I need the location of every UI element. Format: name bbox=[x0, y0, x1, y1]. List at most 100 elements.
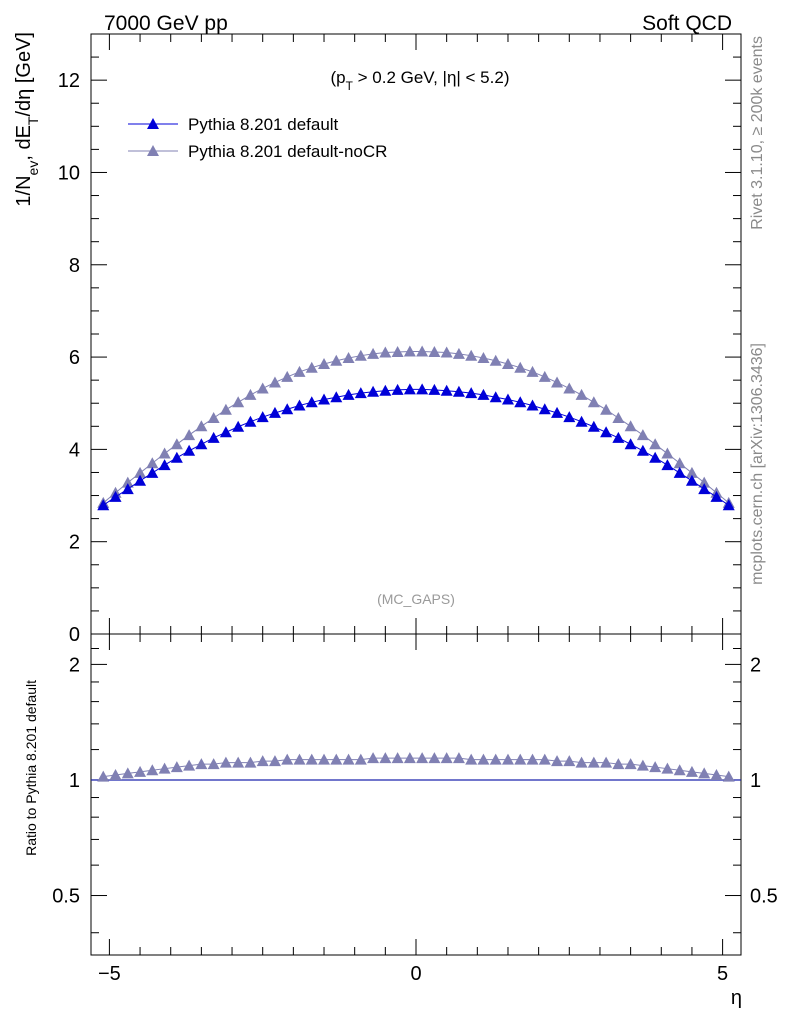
data-point-1 bbox=[538, 403, 551, 415]
data-point-2 bbox=[673, 457, 686, 469]
data-point-ratio bbox=[158, 762, 171, 774]
data-point-2 bbox=[698, 476, 711, 488]
data-point-1 bbox=[170, 451, 183, 463]
data-point-ratio bbox=[575, 756, 588, 768]
data-point-1 bbox=[121, 483, 134, 495]
data-point-1 bbox=[256, 411, 269, 423]
data-point-1 bbox=[440, 384, 453, 396]
data-point-1 bbox=[612, 431, 625, 443]
data-point-1 bbox=[391, 383, 404, 395]
data-point-2 bbox=[318, 358, 331, 369]
main-y-tick-label: 8 bbox=[69, 255, 80, 277]
data-point-2 bbox=[195, 420, 208, 432]
data-point-1 bbox=[624, 438, 637, 450]
main-y-tick-label: 2 bbox=[69, 532, 80, 554]
data-point-ratio bbox=[305, 753, 318, 765]
data-point-1 bbox=[477, 388, 490, 400]
x-tick-label: 0 bbox=[410, 963, 421, 985]
data-point-2 bbox=[219, 403, 232, 415]
data-point-1 bbox=[698, 483, 711, 495]
data-point-1 bbox=[342, 388, 355, 400]
data-point-1 bbox=[600, 426, 613, 438]
data-point-2 bbox=[281, 370, 294, 382]
main-y-tick-label: 10 bbox=[58, 162, 80, 184]
data-point-1 bbox=[685, 474, 698, 486]
data-point-2 bbox=[183, 429, 196, 441]
legend-label-2: Pythia 8.201 default-noCR bbox=[188, 142, 387, 161]
ratio-plot-frame bbox=[90, 633, 742, 956]
data-point-ratio bbox=[636, 759, 649, 771]
data-point-1 bbox=[636, 444, 649, 456]
data-point-ratio bbox=[97, 770, 110, 782]
data-point-ratio bbox=[722, 770, 735, 782]
data-point-2 bbox=[452, 347, 465, 359]
data-point-2 bbox=[587, 396, 600, 408]
data-point-1 bbox=[134, 474, 147, 486]
legend: Pythia 8.201 default Pythia 8.201 default… bbox=[128, 115, 387, 161]
data-point-ratio bbox=[330, 753, 343, 765]
data-point-2 bbox=[685, 466, 698, 478]
data-point-ratio bbox=[710, 769, 723, 781]
x-axis-label: η bbox=[731, 987, 742, 1009]
data-point-2 bbox=[367, 347, 380, 359]
data-point-ratio bbox=[416, 752, 429, 764]
data-point-1 bbox=[489, 391, 502, 403]
data-point-ratio bbox=[600, 756, 613, 768]
data-point-1 bbox=[673, 466, 686, 478]
data-point-ratio bbox=[391, 752, 404, 764]
data-point-2 bbox=[268, 376, 281, 388]
data-point-ratio bbox=[256, 755, 269, 767]
rivet-version-text: Rivet 3.1.10, ≥ 200k events bbox=[749, 36, 766, 230]
data-point-1 bbox=[428, 383, 441, 395]
data-point-1 bbox=[97, 499, 110, 511]
data-point-2 bbox=[612, 412, 625, 423]
data-point-1 bbox=[367, 385, 380, 397]
data-point-2 bbox=[232, 396, 245, 408]
data-point-1 bbox=[403, 383, 416, 395]
data-point-1 bbox=[710, 490, 723, 502]
main-series-group bbox=[97, 345, 735, 511]
data-point-ratio bbox=[207, 758, 220, 770]
data-point-1 bbox=[649, 451, 662, 463]
data-point-2 bbox=[256, 382, 269, 394]
data-point-2 bbox=[477, 352, 490, 363]
ratio-y-tick-label-right: 2 bbox=[750, 654, 761, 676]
legend-marker-2 bbox=[147, 145, 159, 156]
ratio-axes: 0.5 0.5 1 1 2 2 −5 0 5 bbox=[52, 634, 778, 985]
data-point-ratio bbox=[624, 758, 637, 770]
x-tick-label: −5 bbox=[98, 963, 121, 985]
data-point-ratio bbox=[673, 764, 686, 776]
legend-label-1: Pythia 8.201 default bbox=[188, 115, 339, 134]
data-point-1 bbox=[563, 411, 576, 423]
data-point-2 bbox=[342, 352, 355, 363]
data-point-1 bbox=[526, 399, 539, 411]
data-point-2 bbox=[600, 403, 613, 415]
data-point-2 bbox=[636, 429, 649, 441]
data-point-1 bbox=[465, 387, 478, 399]
data-point-ratio bbox=[170, 761, 183, 773]
data-point-1 bbox=[661, 459, 674, 471]
data-point-ratio bbox=[501, 753, 514, 765]
ratio-y-tick-label: 1 bbox=[69, 770, 80, 792]
data-point-ratio bbox=[146, 764, 159, 776]
data-point-2 bbox=[526, 365, 539, 377]
data-point-ratio bbox=[195, 758, 208, 770]
data-point-1 bbox=[281, 403, 294, 415]
series-line-2 bbox=[102, 351, 730, 504]
data-point-1 bbox=[146, 466, 159, 478]
data-point-1 bbox=[330, 391, 343, 403]
data-point-1 bbox=[219, 426, 232, 438]
data-point-ratio bbox=[342, 753, 355, 765]
data-point-1 bbox=[183, 444, 196, 456]
data-point-2 bbox=[489, 354, 502, 366]
data-point-ratio bbox=[244, 756, 257, 768]
data-point-ratio bbox=[489, 753, 502, 765]
data-point-ratio bbox=[232, 756, 245, 768]
data-point-ratio bbox=[354, 753, 367, 765]
ratio-y-tick-label-right: 0.5 bbox=[750, 886, 778, 908]
data-point-1 bbox=[305, 396, 318, 408]
legend-marker-1 bbox=[147, 118, 159, 129]
data-point-ratio bbox=[526, 753, 539, 765]
data-point-2 bbox=[121, 476, 134, 488]
